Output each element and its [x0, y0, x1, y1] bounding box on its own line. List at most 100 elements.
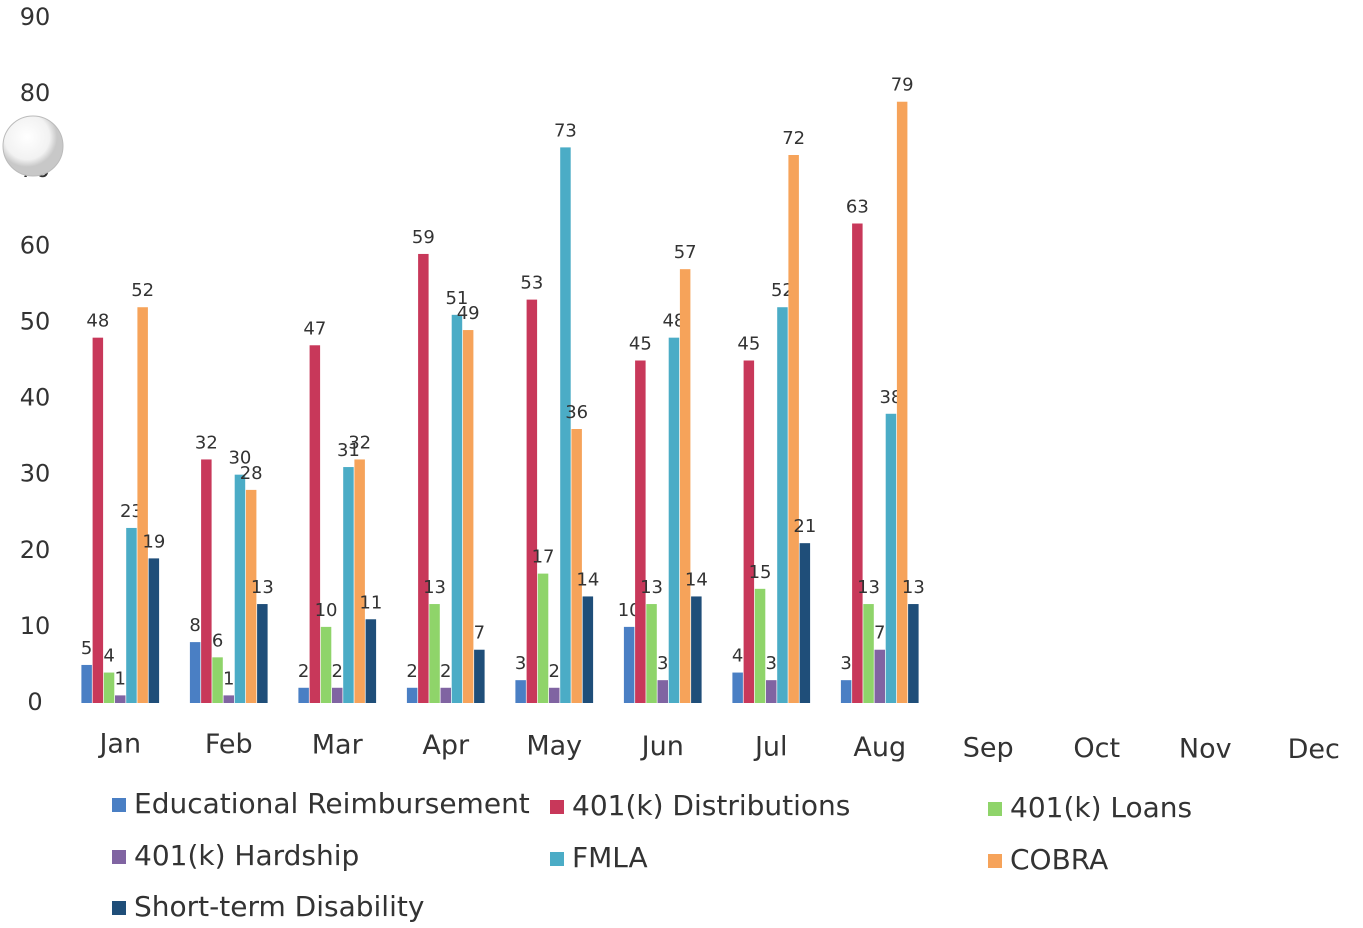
data-label: 13 — [251, 577, 274, 598]
data-label: 45 — [737, 334, 760, 355]
bar — [137, 307, 148, 703]
data-label: 21 — [793, 516, 816, 537]
data-label: 63 — [846, 197, 869, 218]
bar — [148, 558, 160, 703]
bar — [429, 604, 440, 703]
bar — [92, 337, 104, 703]
data-label: 4 — [732, 646, 743, 667]
bar — [526, 299, 538, 703]
bar — [582, 596, 594, 703]
x-tick-label: Jan — [97, 729, 141, 760]
data-label: 11 — [359, 592, 382, 613]
data-label: 59 — [412, 227, 435, 248]
y-tick-label: 10 — [20, 612, 51, 640]
bar — [126, 527, 137, 703]
data-label: 36 — [565, 402, 588, 423]
bar — [743, 360, 755, 703]
data-label: 15 — [749, 562, 772, 583]
bar — [234, 474, 246, 703]
x-tick-label: Oct — [1073, 733, 1120, 764]
y-tick-label: 90 — [20, 3, 51, 31]
bar — [189, 642, 201, 703]
data-label: 32 — [195, 432, 218, 453]
data-label: 13 — [640, 577, 663, 598]
legend-label: 401(k) Loans — [1010, 791, 1192, 824]
bar — [343, 467, 354, 703]
data-label: 2 — [440, 661, 451, 682]
data-label: 51 — [445, 288, 468, 309]
data-label: 2 — [549, 661, 560, 682]
bar — [332, 687, 343, 703]
bar — [799, 543, 811, 703]
bar — [298, 687, 309, 703]
bar — [309, 345, 321, 703]
data-label: 2 — [332, 661, 343, 682]
data-label: 3 — [840, 653, 851, 674]
data-label: 48 — [662, 311, 685, 332]
y-tick-label: 20 — [20, 536, 51, 564]
legend-swatch — [988, 802, 1002, 816]
bar — [863, 604, 874, 703]
bar — [885, 413, 897, 703]
bar — [896, 101, 908, 703]
x-tick-label: Mar — [312, 730, 364, 761]
bar — [560, 147, 571, 703]
bar — [840, 680, 852, 703]
bar — [571, 429, 582, 703]
bar — [754, 588, 766, 703]
bar — [788, 155, 799, 703]
x-tick-label: Aug — [853, 732, 906, 763]
data-label: 19 — [142, 531, 165, 552]
x-tick-label: May — [526, 731, 582, 762]
legend-swatch — [550, 800, 564, 814]
bar — [549, 687, 560, 703]
data-label: 8 — [189, 615, 200, 636]
data-label: 31 — [337, 440, 360, 461]
y-tick-label: 30 — [20, 460, 51, 488]
legend-label: 401(k) Hardship — [134, 839, 359, 872]
bar — [874, 649, 885, 703]
data-label: 13 — [857, 577, 880, 598]
bar — [537, 573, 549, 703]
y-tick-label: 40 — [20, 384, 51, 412]
bar — [406, 687, 418, 703]
legend-swatch — [550, 852, 564, 866]
legend-label: 401(k) Distributions — [572, 789, 850, 822]
bar — [103, 672, 115, 703]
legend-label: Educational Reimbursement — [134, 787, 530, 820]
bar — [766, 680, 777, 703]
data-label: 14 — [685, 569, 708, 590]
bar — [257, 604, 268, 703]
x-tick-label: Jun — [640, 731, 684, 762]
data-label: 57 — [674, 242, 697, 263]
data-label: 32 — [348, 432, 371, 453]
data-label: 7 — [874, 623, 885, 644]
legend-swatch — [988, 854, 1002, 868]
bar — [418, 253, 429, 703]
y-tick-label: 0 — [27, 688, 42, 716]
x-tick-label: Sep — [963, 733, 1014, 764]
x-tick-label: Apr — [422, 730, 470, 761]
data-label: 2 — [298, 661, 309, 682]
bar — [462, 330, 474, 703]
bar — [474, 649, 485, 703]
bar — [679, 269, 691, 703]
x-tick-label: Dec — [1288, 734, 1340, 765]
bar — [623, 626, 635, 703]
data-label: 1 — [223, 668, 234, 689]
y-tick-label: 50 — [20, 307, 51, 335]
data-label: 52 — [771, 280, 794, 301]
data-label: 4 — [103, 646, 114, 667]
bar — [668, 337, 680, 703]
bar — [245, 489, 257, 703]
data-label: 47 — [303, 318, 326, 339]
y-tick-label: 60 — [20, 231, 51, 259]
bar — [515, 680, 526, 703]
data-label: 1 — [115, 668, 126, 689]
data-label: 13 — [423, 577, 446, 598]
data-label: 49 — [457, 303, 480, 324]
legend-label: COBRA — [1010, 843, 1108, 876]
data-label: 28 — [240, 463, 263, 484]
y-tick-label: 80 — [20, 79, 51, 107]
